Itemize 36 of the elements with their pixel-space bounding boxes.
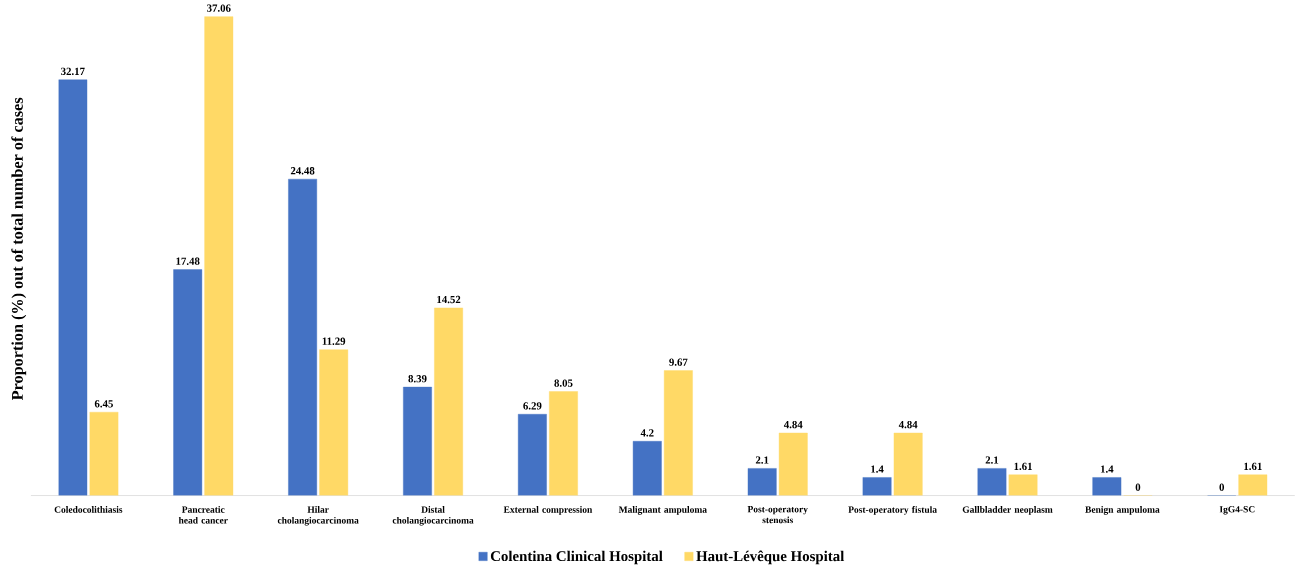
x-tick-label: Hilar cholangiocarcinoma	[277, 505, 359, 526]
x-tick-label: Post-operatory stenosis	[747, 505, 808, 523]
data-label: 1.4	[1100, 465, 1114, 473]
data-label: 11.29	[322, 337, 346, 345]
data-label: 0	[1135, 483, 1141, 491]
data-label: 4.84	[898, 420, 918, 429]
data-label: 6.45	[94, 399, 113, 408]
data-label: 0	[1219, 483, 1225, 491]
legend-label: Colentina Clinical Hospital	[490, 550, 663, 564]
data-label: 17.48	[176, 257, 200, 265]
y-axis-title: Proportion (%) out of total number of cases	[11, 97, 27, 400]
x-tick-label: Post-operatory fistula	[848, 505, 937, 515]
data-label: 1.61	[1014, 462, 1032, 470]
x-tick-label: Coledocolithiasis	[54, 505, 123, 513]
data-label: 32.17	[61, 67, 85, 75]
data-label: 1.4	[871, 465, 884, 473]
data-label: 4.2	[640, 429, 654, 437]
data-label: 1.61	[1244, 462, 1262, 470]
x-tick-label: Distal cholangiocarcinoma	[392, 505, 474, 526]
data-label: 8.39	[408, 374, 427, 383]
data-label: 9.67	[669, 358, 688, 366]
x-tick-label: Benign ampuloma	[1085, 505, 1160, 515]
data-label: 24.48	[290, 166, 315, 175]
x-tick-label: Pancreatic head cancer	[178, 505, 228, 524]
data-label: 6.29	[523, 401, 542, 410]
x-tick-label: IgG4-SC	[1219, 505, 1255, 515]
data-label: 4.84	[783, 420, 803, 429]
data-label: 8.05	[554, 379, 573, 387]
data-label: 14.52	[437, 295, 461, 303]
data-label: 37.06	[207, 4, 231, 12]
data-label: 2.1	[985, 456, 999, 464]
x-tick-label: Gallbladder neoplasm	[962, 505, 1053, 515]
x-tick-label: Malignant ampuloma	[618, 505, 707, 515]
x-tick-label: External compression	[503, 505, 593, 515]
legend-label: Haut-Lévêque Hospital	[696, 550, 845, 564]
data-label: 2.1	[755, 456, 769, 464]
